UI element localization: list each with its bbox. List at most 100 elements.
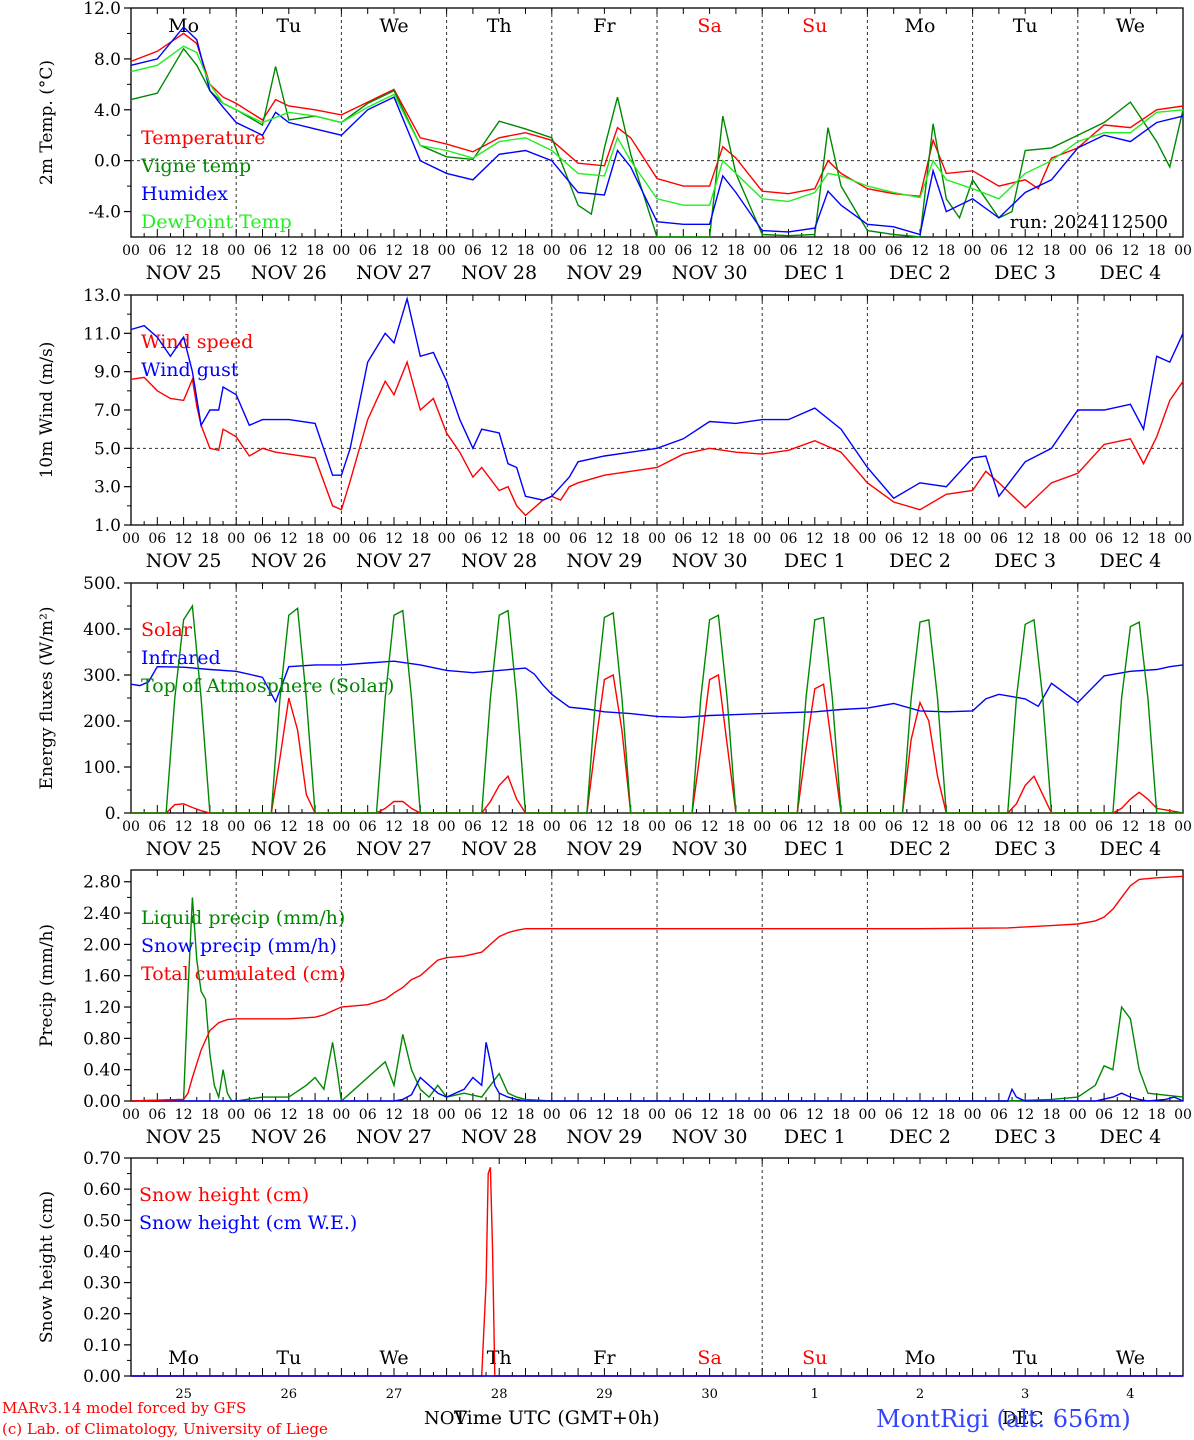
hour-tick-label: 12 bbox=[806, 819, 824, 835]
hour-tick-label: 18 bbox=[937, 819, 955, 835]
hour-tick-label: 06 bbox=[569, 531, 587, 547]
y-tick-label: 0. bbox=[105, 804, 121, 824]
hour-tick-label: 18 bbox=[727, 819, 745, 835]
legend-entry: Snow height (cm) bbox=[139, 1184, 309, 1206]
date-label: DEC 2 bbox=[889, 838, 951, 860]
hour-tick-label: 18 bbox=[1148, 1107, 1166, 1123]
hour-tick-label: 06 bbox=[674, 243, 692, 259]
y-tick-label: 0.20 bbox=[83, 1305, 121, 1325]
hour-tick-label: 00 bbox=[648, 243, 666, 259]
hour-tick-label: 18 bbox=[832, 819, 850, 835]
date-label: DEC 1 bbox=[784, 262, 846, 284]
hour-tick-label: 18 bbox=[1148, 819, 1166, 835]
hour-tick-label: 00 bbox=[753, 1107, 771, 1123]
y-tick-label: 7.0 bbox=[94, 401, 121, 421]
panel-5: 0.70 0.60 0.50 0.40 0.30 0.20 0.10 0.00 Snow hei… bbox=[37, 1149, 1184, 1402]
date-label: NOV 25 bbox=[146, 550, 222, 572]
hour-tick-label: 18 bbox=[622, 1107, 640, 1123]
hour-tick-label: 06 bbox=[885, 531, 903, 547]
hour-tick-label: 18 bbox=[411, 243, 429, 259]
weekday-label: We bbox=[379, 1347, 408, 1369]
hour-tick-label: 18 bbox=[937, 1107, 955, 1123]
hour-tick-label: 00 bbox=[1174, 1107, 1192, 1123]
legend-entry: Wind speed bbox=[141, 331, 253, 353]
hour-tick-label: 18 bbox=[411, 1107, 429, 1123]
hour-tick-label: 00 bbox=[964, 531, 982, 547]
hour-tick-label: 18 bbox=[1043, 531, 1061, 547]
day-number-label: 4 bbox=[1126, 1387, 1134, 1402]
legend-entry: Snow height (cm W.E.) bbox=[139, 1212, 357, 1234]
hour-tick-label: 06 bbox=[569, 243, 587, 259]
hour-tick-label: 18 bbox=[201, 819, 219, 835]
panel-2: 13.0 11.0 9.0 7.0 5.0 3.0 1.0 10m Wind (m/s) 00 0… bbox=[37, 286, 1192, 572]
date-label: NOV 30 bbox=[672, 1126, 748, 1148]
hour-tick-label: 00 bbox=[227, 243, 245, 259]
date-label: NOV 29 bbox=[566, 838, 642, 860]
date-label: NOV 28 bbox=[461, 262, 537, 284]
y-tick-label: 0.30 bbox=[83, 1274, 121, 1294]
hour-tick-label: 12 bbox=[175, 531, 193, 547]
hour-tick-label: 18 bbox=[832, 1107, 850, 1123]
hour-tick-label: 12 bbox=[1121, 819, 1139, 835]
date-label: NOV 29 bbox=[566, 1126, 642, 1148]
y-tick-label: 13.0 bbox=[83, 286, 121, 306]
hour-tick-label: 18 bbox=[1043, 243, 1061, 259]
weekday-label: Fr bbox=[593, 15, 616, 37]
hour-tick-label: 06 bbox=[569, 1107, 587, 1123]
hour-tick-label: 12 bbox=[1016, 1107, 1034, 1123]
series-line-dewpoint-temp bbox=[130, 45, 1184, 206]
y-tick-label: 0.0 bbox=[94, 152, 121, 172]
hour-tick-label: 18 bbox=[1043, 1107, 1061, 1123]
hour-tick-label: 18 bbox=[622, 243, 640, 259]
series-line-liquid-precip-mm-h- bbox=[130, 897, 1184, 1103]
hour-tick-label: 00 bbox=[858, 243, 876, 259]
hour-tick-label: 00 bbox=[543, 1107, 561, 1123]
hour-tick-label: 06 bbox=[148, 243, 166, 259]
weekday-label: Tu bbox=[276, 1347, 301, 1369]
hour-tick-label: 06 bbox=[885, 819, 903, 835]
hour-tick-label: 06 bbox=[885, 243, 903, 259]
lab-credit: (c) Lab. of Climatology, University of L… bbox=[2, 1420, 328, 1438]
hour-tick-label: 06 bbox=[990, 243, 1008, 259]
hour-tick-label: 06 bbox=[464, 243, 482, 259]
hour-tick-label: 06 bbox=[1095, 531, 1113, 547]
date-label: NOV 28 bbox=[461, 838, 537, 860]
hour-tick-label: 12 bbox=[1121, 531, 1139, 547]
weekday-label: Sa bbox=[697, 1347, 721, 1369]
hour-tick-label: 00 bbox=[332, 819, 350, 835]
hour-tick-label: 18 bbox=[517, 243, 535, 259]
hour-tick-label: 12 bbox=[911, 1107, 929, 1123]
hour-tick-label: 06 bbox=[990, 819, 1008, 835]
hour-tick-label: 06 bbox=[674, 819, 692, 835]
hour-tick-label: 12 bbox=[175, 819, 193, 835]
hour-tick-label: 00 bbox=[122, 243, 140, 259]
y-tick-label: 5.0 bbox=[94, 439, 121, 459]
hour-tick-label: 00 bbox=[1174, 531, 1192, 547]
date-label: DEC 3 bbox=[994, 1126, 1056, 1148]
hour-tick-label: 00 bbox=[227, 819, 245, 835]
hour-tick-label: 12 bbox=[280, 1107, 298, 1123]
weekday-label: Th bbox=[487, 1347, 512, 1369]
hour-tick-label: 00 bbox=[227, 1107, 245, 1123]
date-label: DEC 3 bbox=[994, 262, 1056, 284]
hour-tick-label: 12 bbox=[490, 819, 508, 835]
y-tick-label: 0.80 bbox=[83, 1029, 121, 1049]
hour-tick-label: 00 bbox=[332, 531, 350, 547]
hour-tick-label: 00 bbox=[438, 531, 456, 547]
hour-tick-label: 12 bbox=[1016, 819, 1034, 835]
hour-tick-label: 00 bbox=[1069, 243, 1087, 259]
hour-tick-label: 18 bbox=[622, 819, 640, 835]
hour-tick-label: 06 bbox=[359, 819, 377, 835]
hour-tick-label: 06 bbox=[569, 819, 587, 835]
hour-tick-label: 00 bbox=[1069, 1107, 1087, 1123]
hour-tick-label: 00 bbox=[227, 531, 245, 547]
y-tick-label: 1.60 bbox=[83, 967, 121, 987]
date-label: NOV 29 bbox=[566, 550, 642, 572]
hour-tick-label: 06 bbox=[1095, 819, 1113, 835]
hour-tick-label: 00 bbox=[964, 243, 982, 259]
hour-tick-label: 00 bbox=[964, 819, 982, 835]
date-label: DEC 1 bbox=[784, 838, 846, 860]
hour-tick-label: 06 bbox=[254, 243, 272, 259]
legend-entry: Total cumulated (cm) bbox=[141, 963, 346, 985]
hour-tick-label: 18 bbox=[832, 243, 850, 259]
